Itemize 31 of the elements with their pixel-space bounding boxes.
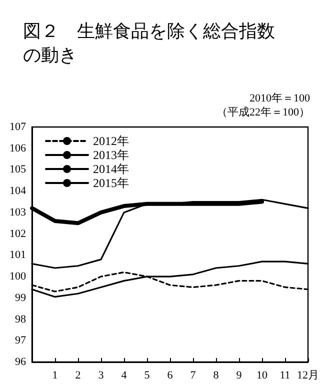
x-tick-label: 10 bbox=[256, 370, 268, 382]
x-tick-label: 9 bbox=[236, 370, 242, 382]
y-tick-label: 96 bbox=[15, 356, 26, 368]
y-tick-label: 104 bbox=[10, 185, 26, 198]
y-tick-label: 103 bbox=[10, 206, 26, 218]
y-tick-label: 102 bbox=[10, 228, 26, 240]
legend-label: 2015年 bbox=[93, 176, 129, 190]
y-tick-label: 98 bbox=[15, 313, 26, 326]
y-tick-label: 100 bbox=[10, 270, 26, 283]
x-tick-label: 5 bbox=[144, 370, 150, 382]
chart-title: 図２ 生鮮食品を除く総合指数の動き bbox=[23, 21, 275, 65]
x-tick-label: 12月 bbox=[297, 370, 319, 382]
x-tick-label: 1 bbox=[52, 370, 58, 382]
y-tick-label: 105 bbox=[10, 164, 26, 176]
text: （平成22年＝100） bbox=[216, 106, 310, 118]
x-tick-label: 3 bbox=[98, 370, 104, 382]
legend-label: 2013年 bbox=[93, 148, 129, 162]
x-tick-label: 6 bbox=[167, 370, 174, 382]
y-tick-label: 101 bbox=[10, 249, 26, 262]
x-tick-label: 11 bbox=[280, 370, 290, 382]
y-tick-label: 99 bbox=[15, 292, 26, 304]
x-tick-label: 2 bbox=[75, 370, 81, 382]
y-tick-label: 107 bbox=[10, 121, 26, 133]
y-tick-label: 97 bbox=[15, 334, 26, 347]
legend-label: 2012年 bbox=[93, 134, 129, 148]
x-tick-label: 7 bbox=[190, 370, 196, 382]
x-tick-label: 8 bbox=[213, 370, 220, 382]
legend-label: 2014年 bbox=[93, 162, 129, 176]
y-tick-label: 106 bbox=[10, 142, 26, 154]
text: 2010年＝100 bbox=[250, 92, 310, 104]
x-tick-label: 4 bbox=[121, 370, 128, 382]
